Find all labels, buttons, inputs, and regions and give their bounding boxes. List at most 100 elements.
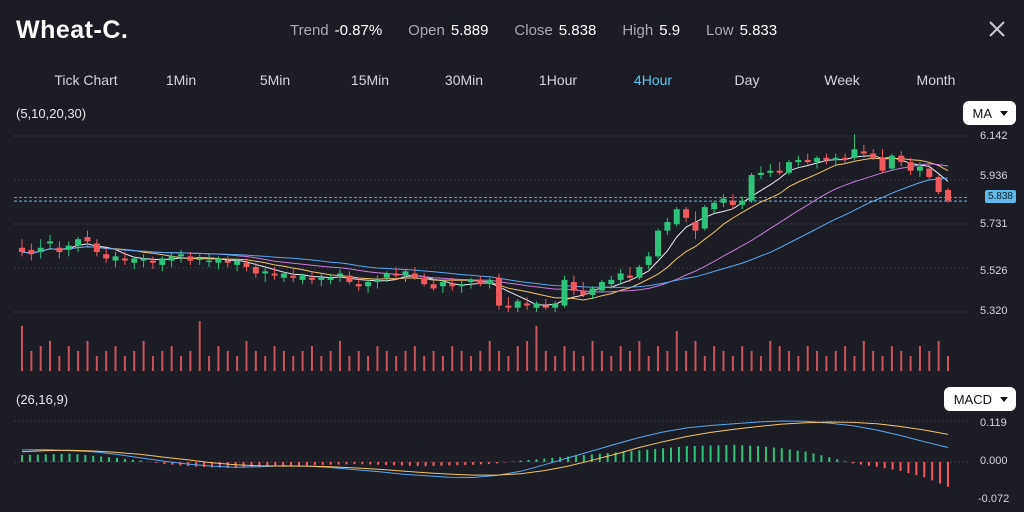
macd-histogram-bar — [654, 448, 657, 462]
volume-bar — [469, 356, 472, 371]
candle-body — [37, 247, 44, 253]
candle-body — [879, 157, 886, 171]
candle-body — [449, 284, 456, 287]
macd-histogram-bar — [171, 462, 174, 465]
candle-body — [458, 284, 465, 287]
volume-bar — [86, 341, 89, 371]
candle-body — [252, 267, 259, 274]
close-icon[interactable] — [986, 18, 1008, 40]
chevron-down-icon — [1000, 110, 1008, 116]
tab-15min[interactable]: 15Min — [350, 72, 390, 88]
volume-bar — [189, 351, 192, 371]
tab-1min[interactable]: 1Min — [165, 72, 197, 88]
macd-histogram-bar — [60, 453, 63, 462]
tab-4hour[interactable]: 4Hour — [633, 72, 673, 88]
candle-body — [178, 254, 185, 257]
close-value: 5.838 — [558, 22, 597, 39]
macd-histogram-bar — [432, 462, 435, 466]
volume-bar — [619, 346, 622, 371]
candle-body — [860, 151, 867, 154]
candle-body — [477, 279, 484, 285]
macd-histogram-bar — [662, 448, 665, 462]
tab-day[interactable]: Day — [734, 72, 760, 88]
close-stat: Close 5.838 — [514, 22, 596, 39]
macd-histogram-bar — [859, 462, 862, 465]
ma-indicator-label: MA — [972, 105, 993, 121]
volume-bar — [273, 346, 276, 371]
volume-bar — [862, 341, 865, 371]
volume-bar — [498, 351, 501, 371]
candle-body — [664, 222, 671, 231]
candle-body — [365, 282, 372, 287]
volume-bar — [123, 356, 126, 371]
macd-histogram-bar — [638, 450, 641, 462]
macd-histogram-bar — [416, 462, 419, 466]
candle-body — [355, 284, 362, 287]
candle-body — [683, 209, 690, 218]
tab-month[interactable]: Month — [916, 72, 956, 88]
macd-histogram-bar — [266, 462, 269, 467]
volume-bar — [731, 356, 734, 371]
volume-bar — [385, 351, 388, 371]
volume-bar — [404, 351, 407, 371]
candle-body — [767, 170, 774, 173]
trend-stat: Trend -0.87% — [290, 22, 382, 39]
macd-histogram-bar — [519, 460, 522, 462]
price-axis-label: 5.320 — [980, 305, 1008, 317]
chevron-down-icon — [1000, 396, 1008, 402]
candle-body — [580, 290, 587, 295]
macd-histogram-bar — [630, 450, 633, 462]
high-value: 5.9 — [659, 22, 681, 39]
tab-1hour[interactable]: 1Hour — [538, 72, 578, 88]
volume-bar — [310, 346, 313, 371]
macd-histogram-bar — [947, 462, 949, 487]
candle-body — [757, 172, 764, 175]
volume-bar — [451, 346, 454, 371]
macd-histogram-bar — [329, 462, 332, 465]
macd-histogram-bar — [907, 462, 910, 474]
candle-body — [851, 149, 858, 158]
candle-body — [608, 279, 615, 285]
low-value: 5.833 — [739, 22, 778, 39]
volume-bar — [666, 351, 669, 371]
tab-week[interactable]: Week — [824, 72, 860, 88]
candle-body — [149, 260, 156, 263]
candle-body — [626, 275, 633, 278]
candle-body — [56, 247, 63, 253]
candle-body — [514, 301, 521, 308]
candle-body — [916, 166, 923, 171]
volume-bar — [301, 351, 304, 371]
volume-bar — [591, 341, 594, 371]
candle-body — [168, 256, 175, 261]
macd-histogram-bar — [440, 462, 443, 466]
volume-bar — [77, 351, 80, 371]
tab-30min[interactable]: 30Min — [444, 72, 484, 88]
macd-histogram-bar — [163, 462, 166, 465]
macd-histogram-bar — [614, 452, 617, 462]
volume-bar — [881, 356, 884, 371]
volume-bar — [722, 351, 725, 371]
macd-histogram-bar — [448, 462, 451, 466]
macd-histogram-bar — [559, 457, 562, 462]
candle-body — [234, 260, 241, 265]
ma-indicator-dropdown[interactable]: MA — [962, 101, 1016, 125]
candle-body — [589, 288, 596, 295]
candle-body — [224, 260, 231, 263]
candle-body — [196, 258, 203, 260]
macd-axis-label: 0.000 — [980, 455, 1008, 467]
candle-body — [393, 273, 400, 276]
macd-indicator-dropdown[interactable]: MACD — [943, 387, 1016, 411]
price-stats: Trend -0.87% Open 5.889 Close 5.838 High 5.9… — [290, 22, 777, 39]
candle-body — [19, 247, 25, 253]
tab-5min[interactable]: 5Min — [259, 72, 291, 88]
candle-body — [935, 177, 942, 193]
volume-bar — [67, 346, 70, 371]
instrument-title: Wheat-C. — [16, 16, 129, 44]
volume-bar — [507, 356, 510, 371]
volume-bar — [254, 351, 257, 371]
volume-bar — [282, 351, 285, 371]
macd-histogram-bar — [305, 462, 308, 466]
tab-tick-chart[interactable]: Tick Chart — [54, 72, 118, 88]
volume-bar — [170, 346, 173, 371]
